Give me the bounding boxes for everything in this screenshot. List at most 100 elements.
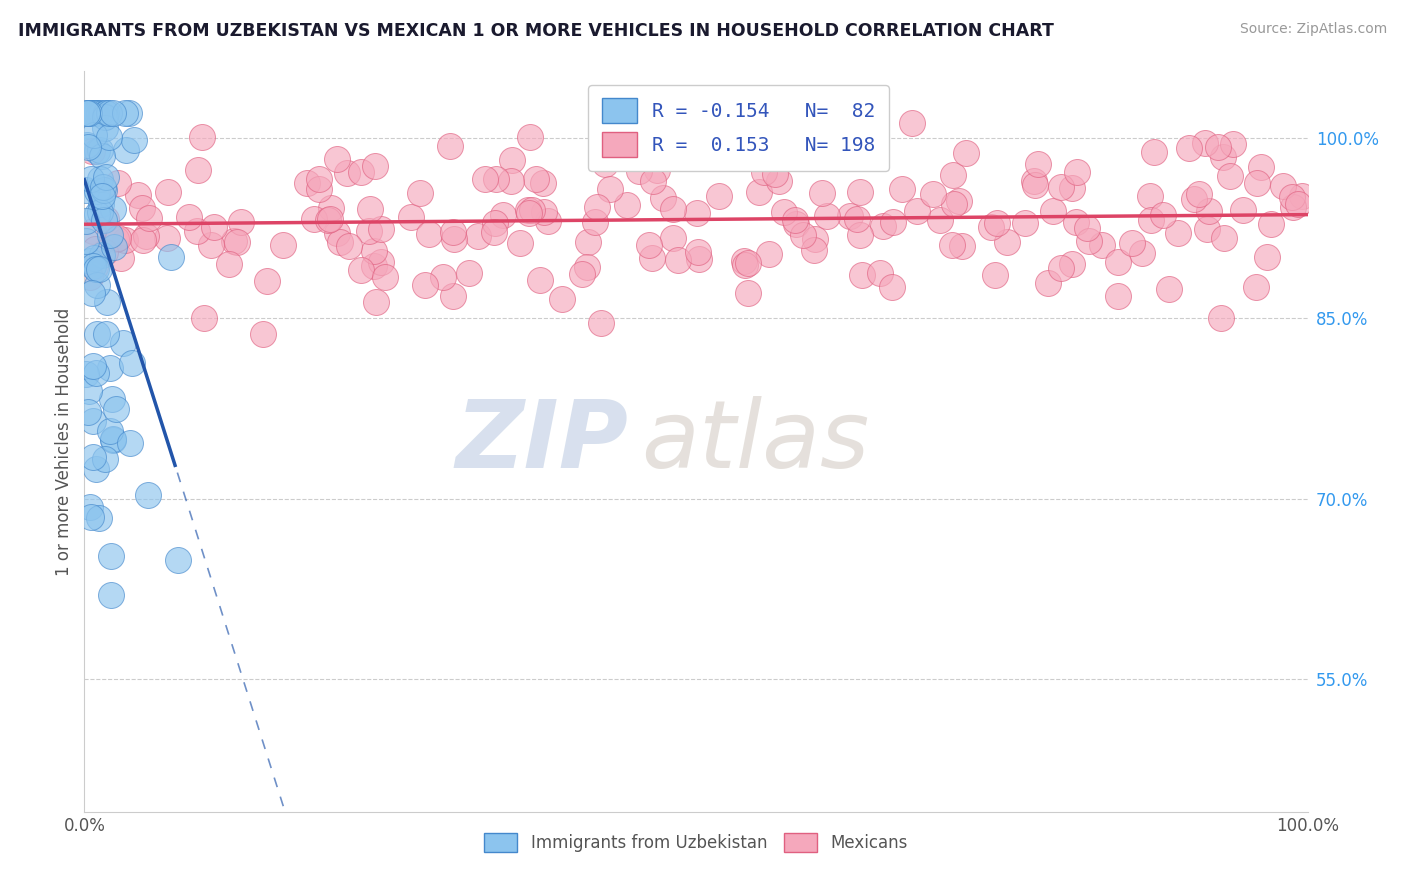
Point: [583, 214, 606, 228]
Point: [1291, 188, 1313, 202]
Point: [82, 359, 104, 373]
Point: [1246, 177, 1268, 191]
Point: [737, 285, 759, 300]
Point: [467, 229, 489, 244]
Point: [929, 213, 952, 227]
Point: [91, 179, 114, 194]
Point: [849, 186, 872, 200]
Point: [616, 198, 638, 212]
Point: [82, 414, 104, 428]
Point: [98, 106, 121, 120]
Point: [1232, 203, 1254, 218]
Point: [1076, 220, 1098, 235]
Point: [1140, 213, 1163, 227]
Point: [1107, 289, 1129, 303]
Point: [79, 270, 101, 285]
Point: [1066, 215, 1088, 229]
Point: [79, 171, 101, 186]
Point: [1212, 231, 1234, 245]
Point: [359, 202, 381, 216]
Point: [326, 226, 349, 240]
Point: [1078, 234, 1101, 248]
Point: [122, 133, 145, 147]
Point: [1042, 203, 1064, 218]
Point: [350, 164, 373, 178]
Point: [84, 106, 107, 120]
Point: [107, 176, 129, 190]
Point: [156, 231, 179, 245]
Point: [75, 367, 97, 381]
Point: [96, 294, 118, 309]
Point: [485, 172, 508, 186]
Point: [107, 231, 129, 245]
Point: [366, 294, 388, 309]
Point: [82, 450, 104, 464]
Point: [118, 106, 141, 120]
Point: [94, 121, 117, 136]
Point: [432, 269, 454, 284]
Point: [83, 106, 105, 120]
Point: [94, 211, 117, 226]
Point: [90, 106, 112, 120]
Point: [955, 146, 977, 161]
Point: [1182, 192, 1205, 206]
Point: [1256, 251, 1278, 265]
Point: [86, 462, 108, 476]
Point: [413, 277, 436, 292]
Point: [350, 263, 373, 277]
Point: [319, 212, 342, 227]
Point: [529, 273, 551, 287]
Point: [329, 235, 352, 250]
Point: [1194, 136, 1216, 150]
Point: [810, 186, 832, 201]
Point: [103, 240, 125, 254]
Point: [1260, 218, 1282, 232]
Point: [942, 196, 965, 211]
Point: [526, 172, 548, 186]
Point: [1167, 226, 1189, 240]
Point: [186, 224, 208, 238]
Point: [101, 392, 124, 406]
Point: [1219, 169, 1241, 183]
Point: [484, 225, 506, 239]
Point: [758, 246, 780, 260]
Point: [643, 173, 665, 187]
Point: [224, 234, 246, 248]
Point: [111, 336, 134, 351]
Point: [846, 211, 869, 226]
Point: [93, 183, 115, 197]
Point: [1250, 161, 1272, 175]
Point: [457, 266, 479, 280]
Point: [308, 172, 330, 186]
Point: [100, 588, 122, 602]
Point: [101, 433, 124, 447]
Point: [200, 238, 222, 252]
Point: [1026, 156, 1049, 170]
Point: [94, 451, 117, 466]
Point: [101, 432, 124, 446]
Point: [1121, 235, 1143, 250]
Point: [599, 182, 621, 196]
Point: [336, 166, 359, 180]
Point: [869, 266, 891, 280]
Point: [77, 405, 100, 419]
Point: [89, 172, 111, 186]
Point: [297, 176, 319, 190]
Point: [737, 256, 759, 270]
Point: [84, 366, 107, 380]
Point: [1178, 141, 1201, 155]
Point: [138, 211, 160, 226]
Point: [80, 106, 103, 120]
Point: [509, 236, 531, 251]
Point: [986, 216, 1008, 230]
Point: [921, 186, 943, 201]
Point: [409, 186, 432, 201]
Point: [94, 169, 117, 184]
Point: [1066, 164, 1088, 178]
Point: [90, 197, 112, 211]
Point: [905, 203, 928, 218]
Point: [89, 511, 111, 525]
Point: [948, 194, 970, 209]
Point: [1014, 216, 1036, 230]
Point: [501, 174, 523, 188]
